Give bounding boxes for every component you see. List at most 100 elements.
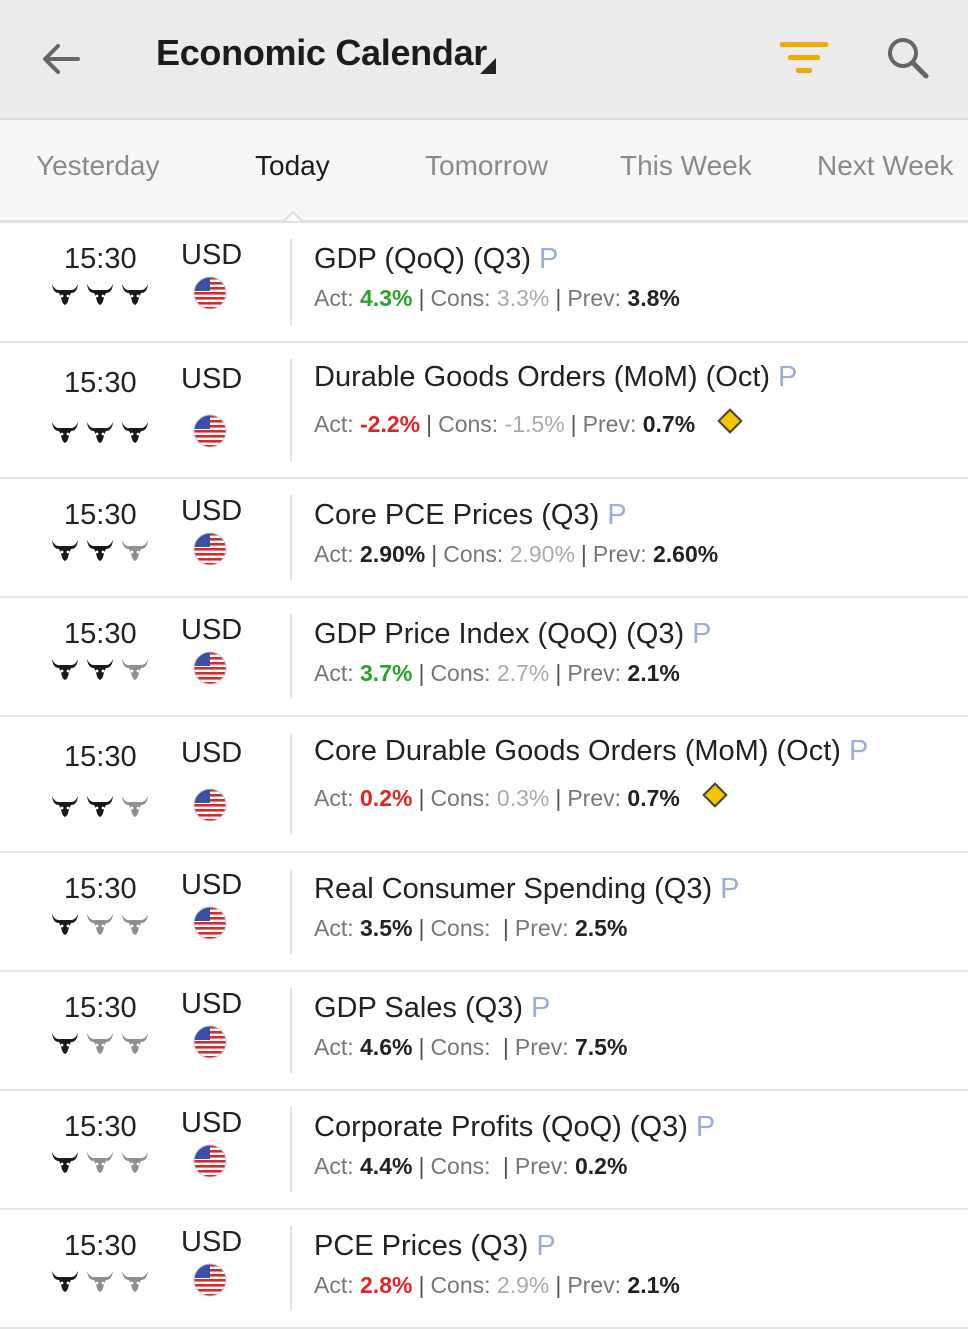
currency-code: USD bbox=[181, 495, 243, 527]
tab-tomorrow[interactable]: Tomorrow bbox=[425, 150, 548, 181]
bull-icon bbox=[87, 914, 113, 935]
previous-value: 2.1% bbox=[627, 1272, 680, 1298]
importance-rating bbox=[50, 793, 150, 821]
previous-value: 7.5% bbox=[574, 1034, 628, 1060]
consensus-label: Cons: bbox=[430, 1034, 491, 1060]
previous-label: Prev: bbox=[592, 541, 647, 567]
tab-today[interactable]: Today bbox=[255, 150, 330, 181]
event-row[interactable]: 15:30 USD GDP Price Index (QoQ) (Q3) P Act: … bbox=[0, 598, 968, 717]
currency-code: USD bbox=[181, 988, 243, 1020]
event-values: Act: 2.90% | Cons: 2.90% | Prev: 2.60% bbox=[314, 541, 718, 568]
consensus-value: -1.5% bbox=[504, 411, 565, 437]
separator: | bbox=[418, 915, 425, 941]
previous-label: Prev: bbox=[514, 915, 569, 941]
column-divider bbox=[290, 495, 292, 580]
event-time: 15:30 bbox=[64, 873, 137, 905]
event-values: Act: 4.4% | Cons: | Prev: 0.2% bbox=[314, 1153, 627, 1180]
event-name: Core Durable Goods Orders (MoM) (Oct) bbox=[314, 735, 841, 767]
separator: | bbox=[418, 660, 425, 686]
event-row[interactable]: 15:30 USD GDP (QoQ) (Q3) P Act: 4.3% | Cons: 3… bbox=[0, 223, 968, 343]
event-time: 15:30 bbox=[64, 741, 137, 773]
previous-label: Prev: bbox=[514, 1034, 569, 1060]
event-time: 15:30 bbox=[64, 1111, 137, 1143]
event-time: 15:30 bbox=[64, 499, 137, 531]
filter-icon[interactable] bbox=[778, 38, 830, 78]
bull-icon bbox=[122, 914, 148, 935]
search-icon[interactable] bbox=[884, 34, 930, 80]
actual-value: 4.4% bbox=[360, 1153, 413, 1179]
preliminary-marker: P bbox=[848, 735, 869, 767]
event-values: Act: -2.2% | Cons: -1.5% | Prev: 0.7% bbox=[314, 408, 743, 438]
actual-value: 2.90% bbox=[360, 541, 426, 567]
separator: | bbox=[555, 285, 562, 311]
tab-next-week[interactable]: Next Week bbox=[817, 150, 954, 181]
column-divider bbox=[290, 1107, 292, 1192]
actual-value: 3.7% bbox=[360, 660, 413, 686]
event-row[interactable]: 15:30 USD Core PCE Prices (Q3) P Act: 2.90% |… bbox=[0, 479, 968, 598]
importance-rating bbox=[50, 281, 150, 309]
separator: | bbox=[431, 541, 438, 567]
page-title[interactable]: Economic Calendar bbox=[156, 32, 487, 73]
previous-value: 2.5% bbox=[574, 915, 628, 941]
consensus-label: Cons: bbox=[430, 785, 491, 811]
dropdown-caret-icon[interactable] bbox=[480, 58, 496, 74]
event-row[interactable]: 15:30 USD GDP Sales (Q3) P Act: 4.6% | Cons: |… bbox=[0, 972, 968, 1091]
bull-icon bbox=[122, 284, 148, 305]
date-tabs: Yesterday Today Tomorrow This Week Next … bbox=[0, 120, 968, 223]
column-divider bbox=[290, 988, 292, 1073]
consensus-label: Cons: bbox=[430, 1153, 491, 1179]
preliminary-marker: P bbox=[536, 1230, 556, 1262]
event-title: Durable Goods Orders (MoM) (Oct) P bbox=[314, 361, 797, 394]
actual-label: Act: bbox=[314, 660, 354, 686]
importance-rating bbox=[50, 1149, 150, 1177]
bull-icon bbox=[52, 422, 78, 443]
back-arrow-icon[interactable] bbox=[38, 36, 84, 82]
event-row[interactable]: 15:30 USD PCE Prices (Q3) P Act: 2.8% | Cons: … bbox=[0, 1210, 968, 1329]
consensus-value: 0.3% bbox=[496, 785, 550, 811]
bull-icon bbox=[52, 1033, 78, 1054]
event-row[interactable]: 15:30 USD Corporate Profits (QoQ) (Q3) P Act… bbox=[0, 1091, 968, 1210]
event-row[interactable]: 15:30 USD Durable Goods Orders (MoM) (Oct)… bbox=[0, 343, 968, 479]
bull-icon bbox=[122, 540, 148, 561]
previous-label: Prev: bbox=[567, 785, 622, 811]
consensus-label: Cons: bbox=[430, 285, 491, 311]
preliminary-marker: P bbox=[695, 1111, 716, 1143]
currency-code: USD bbox=[181, 737, 243, 769]
separator: | bbox=[418, 1272, 425, 1298]
tab-this-week[interactable]: This Week bbox=[620, 150, 752, 181]
column-divider bbox=[290, 1226, 292, 1311]
consensus-label: Cons: bbox=[438, 411, 499, 437]
event-name: Core PCE Prices (Q3) bbox=[314, 499, 600, 531]
consensus-label: Cons: bbox=[430, 1272, 491, 1298]
previous-label: Prev: bbox=[514, 1153, 569, 1179]
event-name: GDP Sales (Q3) bbox=[314, 992, 523, 1024]
us-flag-icon bbox=[193, 906, 227, 940]
actual-value: 4.3% bbox=[360, 285, 413, 311]
previous-value: 2.1% bbox=[627, 660, 680, 686]
previous-label: Prev: bbox=[567, 660, 622, 686]
bull-icon bbox=[87, 1271, 113, 1292]
event-name: GDP Price Index (QoQ) (Q3) bbox=[314, 618, 685, 650]
previous-value: 0.7% bbox=[627, 785, 680, 811]
event-row[interactable]: 15:30 USD Real Consumer Spending (Q3) P Act:… bbox=[0, 853, 968, 972]
separator: | bbox=[555, 785, 562, 811]
tab-yesterday[interactable]: Yesterday bbox=[36, 150, 160, 181]
us-flag-icon bbox=[193, 788, 227, 822]
previous-value: 2.60% bbox=[652, 541, 719, 567]
separator: | bbox=[418, 785, 425, 811]
bull-icon bbox=[122, 796, 148, 817]
separator: | bbox=[418, 1153, 425, 1179]
event-name: GDP (QoQ) (Q3) bbox=[314, 243, 531, 275]
column-divider bbox=[290, 359, 292, 461]
column-divider bbox=[290, 869, 292, 954]
consensus-label: Cons: bbox=[430, 915, 491, 941]
preliminary-marker: P bbox=[778, 361, 798, 393]
bull-icon bbox=[87, 796, 113, 817]
us-flag-icon bbox=[193, 1263, 227, 1297]
actual-value: 4.6% bbox=[360, 1034, 413, 1060]
revised-diamond-icon bbox=[702, 782, 728, 808]
actual-label: Act: bbox=[314, 285, 354, 311]
separator: | bbox=[555, 1272, 562, 1298]
event-row[interactable]: 15:30 USD Core Durable Goods Orders (MoM) … bbox=[0, 717, 968, 853]
bull-icon bbox=[87, 659, 113, 680]
